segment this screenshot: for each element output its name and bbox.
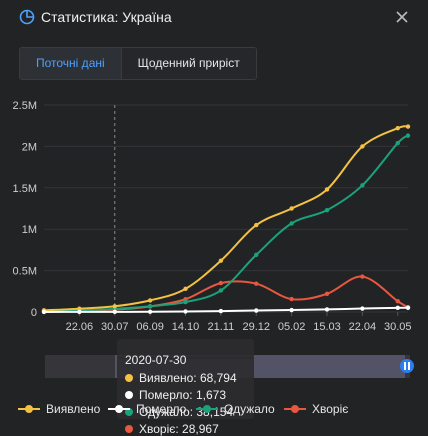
tooltip-deaths-text: Померло: 1,673 <box>139 388 226 402</box>
data-point-confirmed <box>254 222 259 228</box>
y-tick-label: 1.5M <box>13 183 37 195</box>
data-point-active <box>324 291 330 297</box>
legend-swatch-confirmed <box>18 405 40 413</box>
series-line-deaths <box>43 306 409 313</box>
tooltip-active-text: Хворіє: 28,967 <box>139 422 219 436</box>
y-tick-label: 0 <box>31 307 37 319</box>
data-point-deaths <box>360 306 365 311</box>
data-point-deaths <box>41 309 47 315</box>
data-point-recovered <box>324 207 330 213</box>
data-point-recovered <box>147 304 153 309</box>
line-chart[interactable]: 0 0.5M 1M 1.5M 2M 2.5M 22.06 30.07 06.09 14.10 21.… <box>0 92 428 342</box>
data-point-deaths <box>254 308 259 313</box>
tabs: Поточні дані Щоденний приріст <box>19 47 257 80</box>
series-line-active <box>43 275 409 313</box>
data-point-recovered <box>395 140 400 146</box>
tab-daily-growth[interactable]: Щоденний приріст <box>121 48 256 79</box>
data-point-confirmed <box>77 306 82 311</box>
x-tick-label: 30.07 <box>101 321 129 333</box>
legend-item-deaths[interactable]: Померло <box>108 402 186 416</box>
legend-item-confirmed[interactable]: Виявлено <box>18 402 100 416</box>
tooltip-confirmed-text: Виявлено: 68,794 <box>139 371 237 385</box>
data-point-active <box>289 296 294 302</box>
data-point-deaths <box>289 307 294 313</box>
data-point-confirmed <box>147 298 153 303</box>
confirmed-dot <box>125 374 133 382</box>
x-tick-label: 06.09 <box>136 321 164 333</box>
active-dot <box>125 425 133 433</box>
legend-label-confirmed: Виявлено <box>46 402 101 416</box>
legend-label-recovered: Одужало <box>224 402 275 416</box>
data-point-deaths <box>405 305 411 310</box>
legend-swatch-deaths <box>108 405 130 413</box>
legend-swatch-recovered <box>196 405 218 413</box>
x-tick-label: 15.03 <box>313 321 341 333</box>
data-point-confirmed <box>360 144 365 149</box>
close-icon[interactable] <box>394 9 410 25</box>
data-point-confirmed <box>183 286 188 292</box>
data-point-recovered <box>289 221 294 226</box>
data-point-confirmed <box>395 125 400 131</box>
data-point-confirmed <box>405 124 411 129</box>
x-tick-label: 05.02 <box>278 321 306 333</box>
x-tick-label: 22.04 <box>349 321 377 333</box>
data-point-confirmed <box>218 258 224 263</box>
data-point-deaths <box>395 305 400 311</box>
data-point-deaths <box>112 309 117 315</box>
legend-label-active: Хворіє <box>312 402 349 416</box>
chart-legend: Виявлено Померло Одужало Хворіє <box>0 402 428 420</box>
y-tick-label: 1M <box>22 224 37 236</box>
panel-title: Статистика: Україна <box>41 9 172 25</box>
data-point-active <box>218 280 224 286</box>
tooltip-row-deaths: Померло: 1,673 <box>125 388 226 402</box>
series-line-recovered <box>43 134 409 313</box>
data-point-recovered <box>254 252 259 258</box>
tooltip-row-confirmed: Виявлено: 68,794 <box>125 371 237 385</box>
legend-swatch-active <box>284 405 306 413</box>
data-point-confirmed <box>112 304 117 309</box>
y-tick-label: 0.5M <box>13 266 37 278</box>
data-point-deaths <box>218 308 224 314</box>
data-tooltip: 2020-07-30 Виявлено: 68,794 Померло: 1,6… <box>117 353 254 436</box>
deaths-dot <box>125 391 133 399</box>
legend-item-recovered[interactable]: Одужало <box>196 402 275 416</box>
tooltip-row-active: Хворіє: 28,967 <box>125 422 219 436</box>
data-point-deaths <box>147 309 153 314</box>
data-point-recovered <box>218 288 224 293</box>
x-tick-label: 14.10 <box>172 321 200 333</box>
data-point-active <box>360 274 365 279</box>
scroller-pause-handle[interactable] <box>400 359 414 373</box>
panel-header: Статистика: Україна <box>0 0 428 36</box>
x-tick-label: 30.05 <box>384 321 412 333</box>
recovered-dot <box>125 408 133 416</box>
data-point-recovered <box>360 183 365 188</box>
data-point-deaths <box>324 307 330 312</box>
legend-label-deaths: Померло <box>136 402 187 416</box>
x-tick-label: 21.11 <box>208 321 235 333</box>
series-line-confirmed <box>43 125 409 312</box>
tooltip-header <box>117 339 254 359</box>
data-point-deaths <box>183 309 188 314</box>
data-point-deaths <box>77 309 82 315</box>
data-point-recovered <box>405 133 411 138</box>
data-point-active <box>395 299 400 304</box>
x-tick-label: 29.12 <box>242 321 270 333</box>
tab-current-data[interactable]: Поточні дані <box>20 48 122 79</box>
y-tick-label: 2.5M <box>13 100 37 112</box>
pie-chart-icon <box>19 9 35 25</box>
data-point-recovered <box>183 299 188 305</box>
data-point-active <box>254 281 259 286</box>
y-tick-label: 2M <box>22 141 37 153</box>
data-point-confirmed <box>289 206 294 211</box>
tooltip-date: 2020-07-30 <box>125 353 187 367</box>
x-tick-label: 22.06 <box>66 321 94 333</box>
data-point-confirmed <box>324 187 330 192</box>
legend-item-active[interactable]: Хворіє <box>284 402 348 416</box>
